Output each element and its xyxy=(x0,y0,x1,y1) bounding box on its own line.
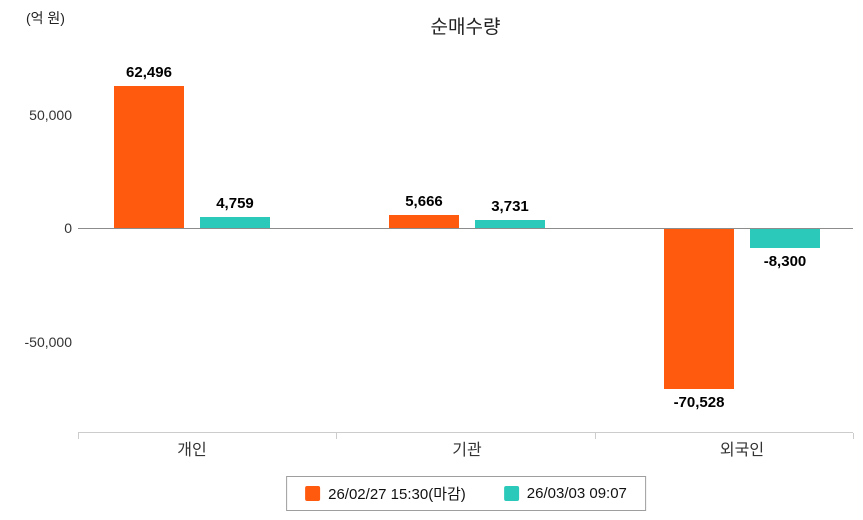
x-axis-category-label: 기관 xyxy=(452,442,482,459)
y-axis-tick-label: 0 xyxy=(64,220,72,236)
x-axis-tick xyxy=(78,433,79,439)
bar-value-label: -8,300 xyxy=(763,253,807,270)
legend-label: 26/03/03 09:07 xyxy=(526,485,627,502)
bar-series-0-개인 xyxy=(114,86,184,228)
y-axis-tick-label: -50,000 xyxy=(24,333,72,350)
zero-baseline xyxy=(78,228,853,229)
bar-series-0-외국인 xyxy=(664,229,734,389)
legend-label: 26/02/27 15:30(마감) xyxy=(328,486,466,503)
bar-value-label: 4,759 xyxy=(216,195,254,212)
bar-value-label: 62,496 xyxy=(126,64,172,81)
bar-series-0-기관 xyxy=(389,215,459,228)
legend-item-series-1[interactable]: 26/03/03 09:07 xyxy=(503,485,627,502)
bar-value-label: 5,666 xyxy=(405,193,443,210)
x-axis-tick xyxy=(853,433,854,439)
bar-series-1-기관 xyxy=(475,220,545,228)
legend-swatch-icon xyxy=(503,486,519,501)
bar-value-label: -70,528 xyxy=(673,394,725,411)
x-axis-tick xyxy=(595,433,596,439)
legend-item-series-0[interactable]: 26/02/27 15:30(마감) xyxy=(305,483,466,504)
y-axis-unit-label: (억 원) xyxy=(26,10,65,26)
x-axis-category-label: 외국인 xyxy=(719,442,765,459)
bar-value-label: 3,731 xyxy=(491,198,529,215)
legend-swatch-icon xyxy=(305,486,321,501)
bar-series-1-개인 xyxy=(200,217,270,228)
y-axis-tick-label: 50,000 xyxy=(29,106,72,123)
x-axis-tick xyxy=(336,433,337,439)
chart-title: 순매수량 xyxy=(430,17,501,38)
legend: 26/02/27 15:30(마감) 26/03/03 09:07 xyxy=(286,476,646,511)
x-axis-line xyxy=(78,432,853,433)
x-axis-category-label: 개인 xyxy=(177,442,207,459)
bar-series-1-외국인 xyxy=(750,229,820,248)
